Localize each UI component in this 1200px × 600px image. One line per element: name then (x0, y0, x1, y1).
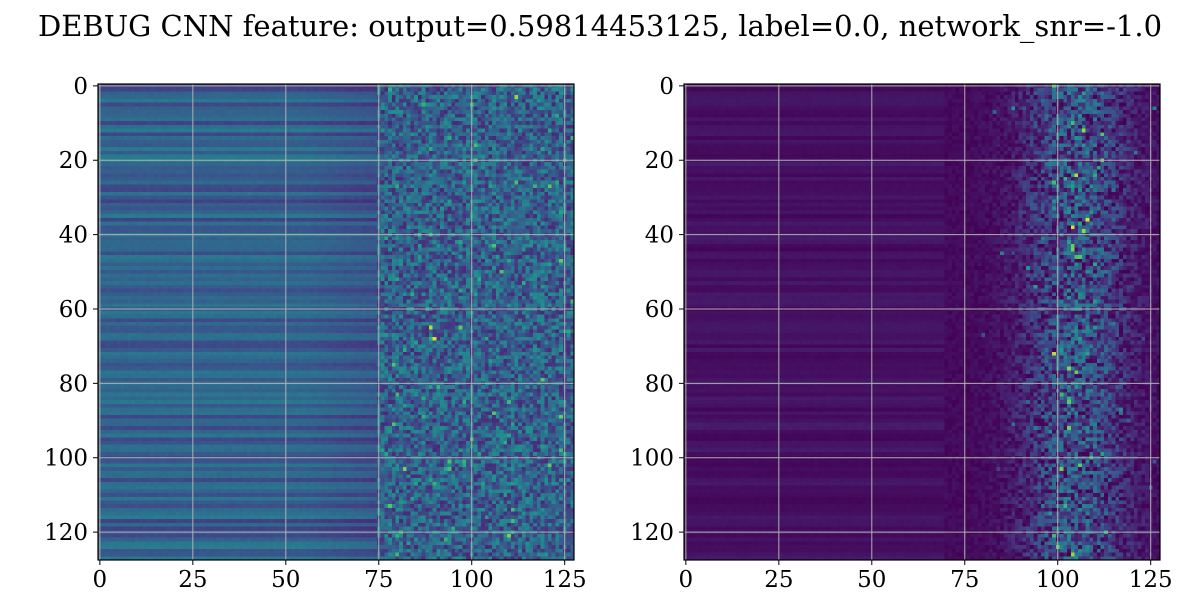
x-tick-label: 50 (271, 567, 300, 593)
y-tick-label: 40 (645, 223, 674, 249)
y-tick-label: 80 (645, 371, 674, 397)
x-tick-label: 50 (857, 567, 886, 593)
y-tick-label: 120 (630, 520, 674, 546)
figure-suptitle: DEBUG CNN feature: output=0.59814453125,… (37, 9, 1163, 43)
y-tick-label: 0 (73, 74, 88, 100)
x-tick-label: 25 (764, 567, 793, 593)
y-tick-label: 20 (645, 148, 674, 174)
y-tick-label: 60 (645, 297, 674, 323)
y-tick-label: 0 (659, 74, 674, 100)
x-tick-label: 0 (679, 567, 694, 593)
heatmap-raster (684, 84, 1160, 560)
x-tick-label: 125 (1129, 567, 1173, 593)
heatmap-raster (98, 84, 574, 560)
y-tick-label: 40 (59, 223, 88, 249)
y-tick-label: 120 (44, 520, 88, 546)
x-tick-label: 75 (950, 567, 979, 593)
heatmap-panel-left: 0 25 50 75 100 125 0 20 40 60 80 100 120 (44, 74, 587, 593)
x-tick-label: 25 (178, 567, 207, 593)
y-tick-label: 100 (630, 446, 674, 472)
x-tick-label: 125 (543, 567, 587, 593)
y-tick-label: 80 (59, 371, 88, 397)
y-tick-label: 20 (59, 148, 88, 174)
x-tick-label: 0 (93, 567, 108, 593)
heatmap-panel-right: 0 25 50 75 100 125 0 20 40 60 80 100 120 (630, 74, 1173, 593)
x-tick-label: 100 (450, 567, 494, 593)
y-tick-label: 60 (59, 297, 88, 323)
x-tick-label: 75 (364, 567, 393, 593)
axes-frame (683, 83, 1161, 561)
axes-frame (97, 83, 575, 561)
y-tick-label: 100 (44, 446, 88, 472)
x-tick-label: 100 (1036, 567, 1080, 593)
